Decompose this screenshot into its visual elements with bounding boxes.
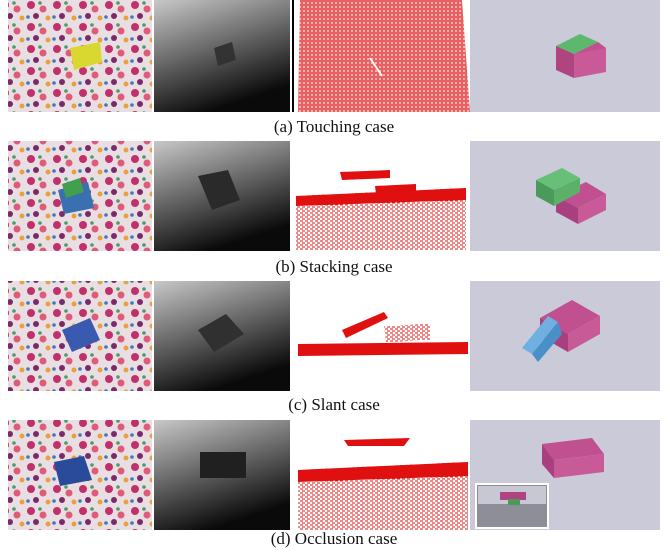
box <box>542 438 604 460</box>
box <box>532 322 562 362</box>
point-cloud-object <box>375 184 416 194</box>
object <box>62 178 84 198</box>
point-cloud-object <box>340 170 390 180</box>
row-slant: (c) Slant case <box>8 281 660 414</box>
point-cloud-object <box>342 312 388 338</box>
row-occlusion: (d) Occlusion case <box>8 420 660 548</box>
box <box>568 316 600 352</box>
caption: (d) Occlusion case <box>271 529 398 548</box>
caption: (c) Slant case <box>288 395 380 414</box>
caption: (a) Touching case <box>274 117 394 136</box>
box <box>578 194 606 224</box>
row-stacking: (b) Stacking case <box>8 141 660 276</box>
box <box>522 316 558 354</box>
box <box>556 34 598 54</box>
box <box>554 454 604 478</box>
point-cloud-object <box>344 438 410 446</box>
box <box>536 168 580 190</box>
point-cloud-object <box>384 324 430 342</box>
box <box>542 444 554 478</box>
object <box>198 314 244 352</box>
box <box>574 48 606 78</box>
caption: (b) Stacking case <box>275 257 392 276</box>
point-cloud-floor <box>298 462 468 482</box>
object <box>369 57 383 77</box>
box <box>536 180 554 206</box>
point-cloud <box>294 281 468 391</box>
object <box>62 318 100 352</box>
object <box>214 42 236 66</box>
object <box>200 452 246 478</box>
box <box>500 492 526 500</box>
box <box>554 178 580 206</box>
object <box>70 42 102 70</box>
object <box>198 170 240 210</box>
object <box>54 456 92 486</box>
row-touching: (a) Touching case <box>8 0 660 136</box>
divider <box>292 0 294 112</box>
point-cloud-floor <box>296 188 466 206</box>
box <box>556 46 574 78</box>
box <box>508 499 520 505</box>
point-cloud-floor <box>298 342 468 356</box>
point-cloud <box>298 0 470 112</box>
box <box>556 182 606 208</box>
box <box>556 196 578 224</box>
